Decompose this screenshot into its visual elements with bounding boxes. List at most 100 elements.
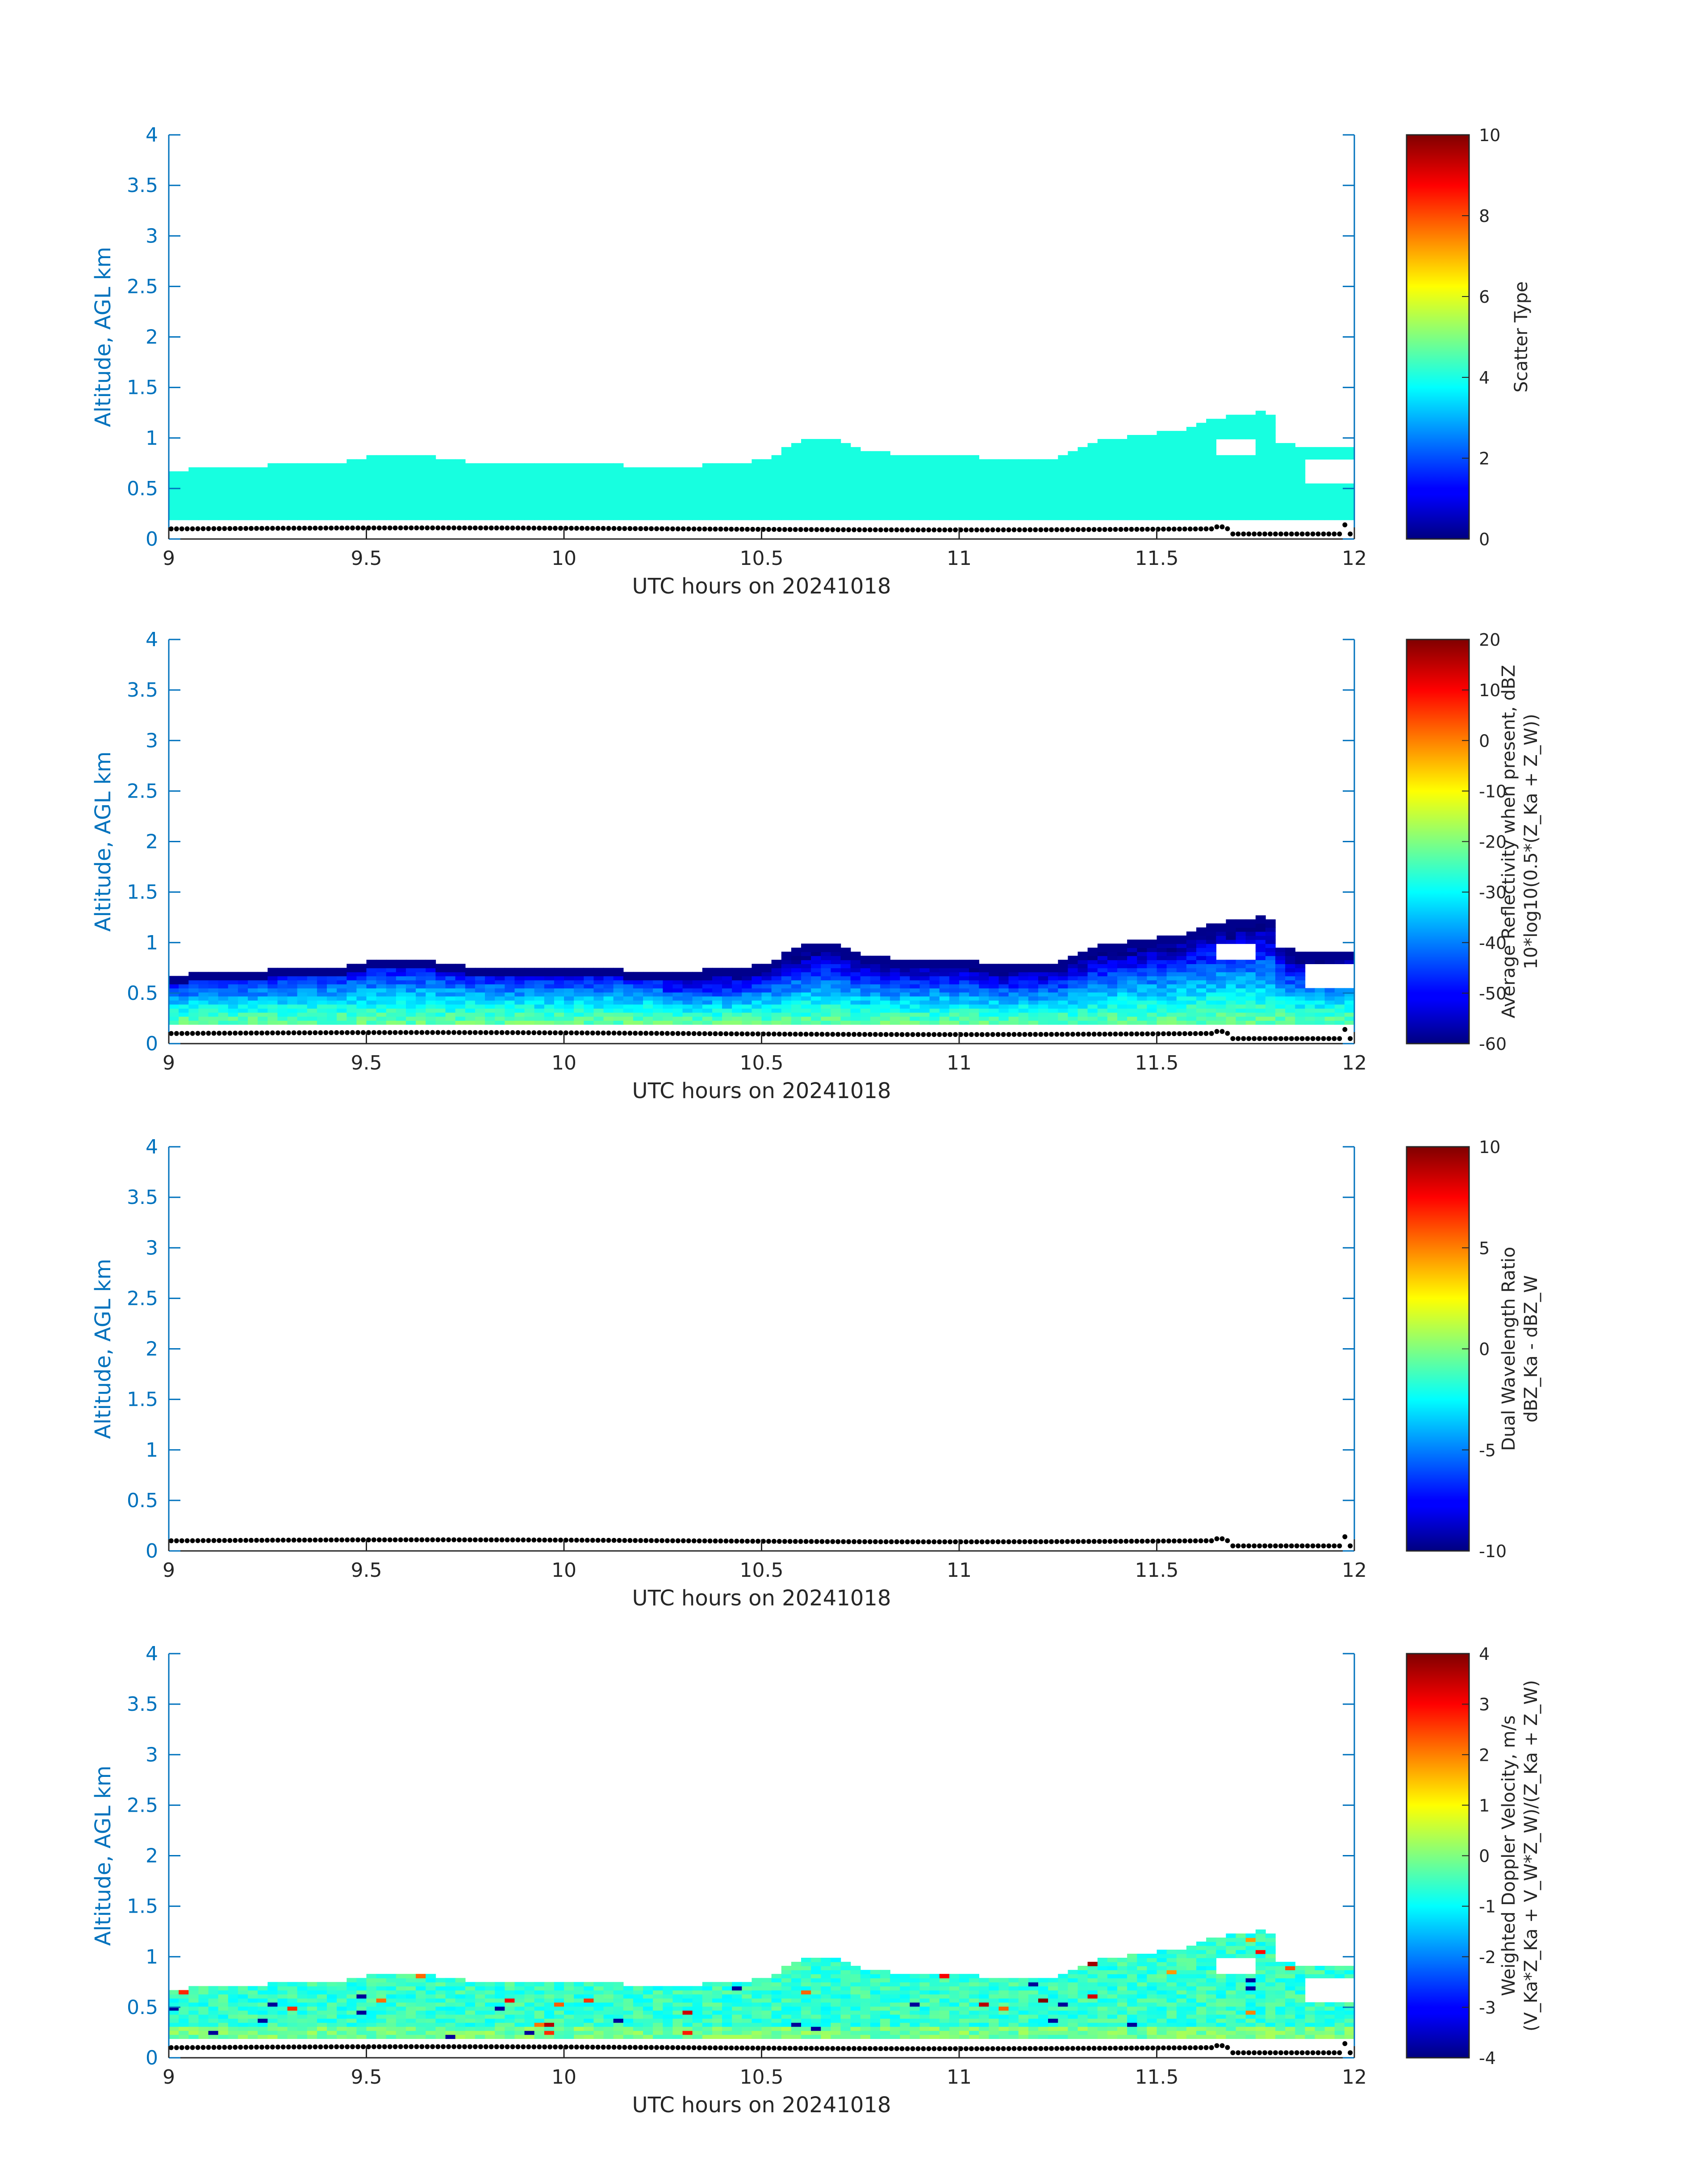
heatmap-cell [1008,972,1019,977]
heatmap-cell [238,2018,248,2023]
heatmap-cell [1176,948,1187,952]
heatmap-cell [574,499,584,504]
heatmap-cell [188,2010,199,2015]
heatmap-cell [742,1008,752,1013]
heatmap-cell [979,972,990,977]
heatmap-cell [514,992,525,997]
heatmap-cell [1226,475,1236,480]
heatmap-cell [949,1008,960,1013]
heatmap-cell [465,972,476,977]
heatmap-cell [416,996,426,1001]
heatmap-cell [1117,956,1128,961]
heatmap-cell [238,2010,248,2015]
y-tick-label: 2.5 [127,275,158,298]
heatmap-cell [1275,503,1286,508]
heatmap-cell [1166,972,1177,977]
ground-dot [249,1538,254,1543]
heatmap-cell [890,996,900,1001]
heatmap-cell [890,491,900,496]
heatmap-cell [1127,984,1137,989]
heatmap-cell [969,972,979,977]
heatmap-cell [317,1004,327,1009]
heatmap-cell [307,475,317,480]
heatmap-cell [900,1012,910,1017]
colorbar-tick-label: -20 [1479,832,1507,852]
heatmap-cell [1295,467,1306,472]
heatmap-cell [1216,968,1227,973]
heatmap-cell [1048,1016,1058,1021]
ground-dot [376,1030,382,1035]
ground-dot [414,525,419,531]
ground-dot [611,1030,617,1036]
heatmap-cell [593,1004,604,1009]
heatmap-cell [554,1004,564,1009]
heatmap-cell [732,984,742,989]
heatmap-cell [821,467,831,472]
heatmap-cell [1255,471,1266,476]
heatmap-cell [1087,988,1098,993]
heatmap-cell [426,459,436,464]
heatmap-cell [880,1012,890,1017]
ground-dot [979,1032,985,1037]
heatmap-cell [929,976,940,981]
heatmap-cell [840,1012,851,1017]
heatmap-cell [347,511,357,516]
ground-dot [664,526,670,531]
heatmap-cell [514,483,525,488]
heatmap-cell [277,511,288,516]
heatmap-cell [929,996,940,1001]
heatmap-cell [752,984,762,989]
ground-dot [745,1031,750,1036]
heatmap-cell [979,1016,990,1021]
heatmap-cell [1107,439,1118,443]
heatmap-cell [287,1990,298,1995]
heatmap-cell [376,996,387,1001]
heatmap-cell [347,976,357,981]
heatmap-cell [702,1008,713,1013]
heatmap-cell [258,972,268,977]
heatmap-cell [1245,426,1256,431]
heatmap-cell [910,984,920,989]
heatmap-cell [692,980,703,985]
heatmap-cell [218,2018,229,2023]
heatmap-cell [821,491,831,496]
heatmap-cell [593,475,604,480]
heatmap-cell [297,2002,308,2007]
heatmap-cell [574,491,584,496]
heatmap-cell [1206,516,1216,520]
heatmap-cell [1236,968,1246,973]
heatmap-cell [860,507,871,512]
heatmap-cell [1265,1012,1276,1017]
heatmap-cell [761,499,772,504]
heatmap-cell [396,495,406,500]
heatmap-cell [1117,976,1128,981]
heatmap-cell [939,964,950,969]
x-tick-label: 9 [163,1559,175,1582]
heatmap-cell [692,1012,703,1017]
heatmap-cell [584,467,594,472]
heatmap-cell [307,483,317,488]
heatmap-cell [850,479,861,484]
heatmap-cell [850,471,861,476]
heatmap-cell [1255,944,1266,948]
heatmap-cell [544,467,555,472]
heatmap-cell [811,511,821,516]
heatmap-cell [702,471,713,476]
heatmap-cell [998,483,1009,488]
ground-dot [568,526,574,531]
heatmap-cell [1087,487,1098,492]
heatmap-cell [1068,511,1078,516]
heatmap-cell [248,996,258,1001]
heatmap-cell [1117,1000,1128,1005]
heatmap-cell [218,2035,229,2039]
heatmap-cell [1295,487,1306,492]
heatmap-cell [771,1020,782,1025]
heatmap-cell [1315,507,1325,512]
heatmap-cell [593,988,604,993]
heatmap-cell [445,972,456,977]
heatmap-cell [1117,1008,1128,1013]
heatmap-cell [1137,956,1148,961]
heatmap-cell [534,495,545,500]
ground-dot [174,1538,179,1543]
heatmap-cell [1087,467,1098,472]
